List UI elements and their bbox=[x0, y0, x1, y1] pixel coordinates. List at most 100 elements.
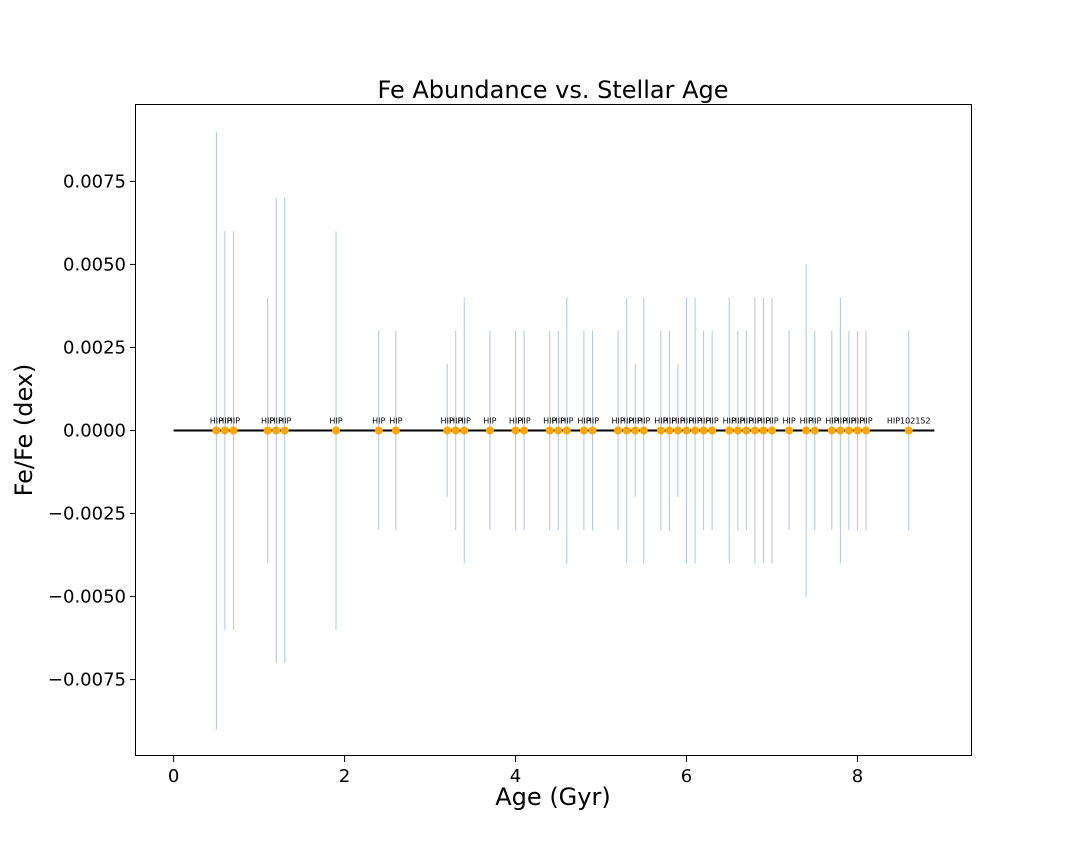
data-point-1 bbox=[220, 426, 229, 435]
data-point-6 bbox=[332, 426, 341, 435]
point-label-43: HIP bbox=[851, 417, 864, 426]
point-label-45: HIP102152 bbox=[887, 417, 931, 426]
y-tick-label-5: 0.0050 bbox=[63, 254, 126, 275]
data-point-39 bbox=[810, 426, 819, 435]
point-label-32: HIP bbox=[731, 417, 744, 426]
y-tick-label-2: −0.0025 bbox=[48, 504, 126, 525]
point-label-22: HIP bbox=[629, 417, 642, 426]
data-point-9 bbox=[443, 426, 452, 435]
data-point-38 bbox=[802, 426, 811, 435]
x-tick-label-1: 2 bbox=[339, 766, 350, 787]
point-label-0: HIP bbox=[210, 417, 223, 426]
data-point-18 bbox=[579, 426, 588, 435]
data-point-37 bbox=[785, 426, 794, 435]
data-point-12 bbox=[485, 426, 494, 435]
data-point-14 bbox=[520, 426, 529, 435]
point-label-8: HIP bbox=[389, 417, 402, 426]
point-label-17: HIP bbox=[560, 417, 573, 426]
data-point-26 bbox=[673, 426, 682, 435]
data-point-11 bbox=[460, 426, 469, 435]
point-label-34: HIP bbox=[748, 417, 761, 426]
data-point-16 bbox=[554, 426, 563, 435]
point-label-29: HIP bbox=[697, 417, 710, 426]
y-axis-label: Fe/Fe (dex) bbox=[10, 364, 38, 497]
data-point-3 bbox=[263, 426, 272, 435]
point-label-18: HIP bbox=[577, 417, 590, 426]
y-tick-label-0: −0.0075 bbox=[48, 670, 126, 691]
point-label-19: HIP bbox=[586, 417, 599, 426]
data-point-36 bbox=[767, 426, 776, 435]
data-point-33 bbox=[742, 426, 751, 435]
y-tick-label-1: −0.0050 bbox=[48, 587, 126, 608]
point-label-20: HIP bbox=[612, 417, 625, 426]
data-point-15 bbox=[545, 426, 554, 435]
point-label-14: HIP bbox=[517, 417, 530, 426]
point-label-13: HIP bbox=[509, 417, 522, 426]
data-point-21 bbox=[622, 426, 631, 435]
point-label-40: HIP bbox=[825, 417, 838, 426]
x-tick-label-4: 8 bbox=[852, 766, 863, 787]
point-label-31: HIP bbox=[723, 417, 736, 426]
point-label-42: HIP bbox=[842, 417, 855, 426]
data-point-8 bbox=[391, 426, 400, 435]
data-point-42 bbox=[844, 426, 853, 435]
plot-frame bbox=[135, 104, 972, 756]
data-point-7 bbox=[374, 426, 383, 435]
data-point-17 bbox=[562, 426, 571, 435]
point-label-5: HIP bbox=[278, 417, 291, 426]
point-label-12: HIP bbox=[483, 417, 496, 426]
point-label-10: HIP bbox=[449, 417, 462, 426]
data-point-23 bbox=[639, 426, 648, 435]
y-tick-label-4: 0.0025 bbox=[63, 337, 126, 358]
point-label-23: HIP bbox=[637, 417, 650, 426]
data-point-25 bbox=[665, 426, 674, 435]
y-tick-label-6: 0.0075 bbox=[63, 171, 126, 192]
point-label-4: HIP bbox=[270, 417, 283, 426]
point-label-41: HIP bbox=[834, 417, 847, 426]
x-tick-label-0: 0 bbox=[168, 766, 179, 787]
data-point-29 bbox=[699, 426, 708, 435]
point-label-24: HIP bbox=[654, 417, 667, 426]
point-label-37: HIP bbox=[782, 417, 795, 426]
point-label-38: HIP bbox=[800, 417, 813, 426]
point-label-15: HIP bbox=[543, 417, 556, 426]
data-point-2 bbox=[229, 426, 238, 435]
data-point-28 bbox=[691, 426, 700, 435]
point-label-25: HIP bbox=[663, 417, 676, 426]
data-point-22 bbox=[631, 426, 640, 435]
data-point-43 bbox=[853, 426, 862, 435]
point-label-11: HIP bbox=[458, 417, 471, 426]
point-label-6: HIP bbox=[329, 417, 342, 426]
point-label-3: HIP bbox=[261, 417, 274, 426]
data-point-27 bbox=[682, 426, 691, 435]
point-label-44: HIP bbox=[859, 417, 872, 426]
data-point-30 bbox=[708, 426, 717, 435]
data-point-34 bbox=[750, 426, 759, 435]
point-label-2: HIP bbox=[227, 417, 240, 426]
point-label-33: HIP bbox=[740, 417, 753, 426]
data-point-13 bbox=[511, 426, 520, 435]
axes: 0 2 4 6 8 −0.0075 −0.0050 −0.0025 0.0000 0.0025 0.… bbox=[48, 171, 863, 787]
data-point-44 bbox=[862, 426, 871, 435]
point-label-27: HIP bbox=[680, 417, 693, 426]
point-label-9: HIP bbox=[441, 417, 454, 426]
data-point-40 bbox=[827, 426, 836, 435]
data-point-31 bbox=[725, 426, 734, 435]
data-point-10 bbox=[451, 426, 460, 435]
x-tick-label-2: 4 bbox=[510, 766, 521, 787]
point-label-30: HIP bbox=[706, 417, 719, 426]
point-label-39: HIP bbox=[808, 417, 821, 426]
point-label-35: HIP bbox=[757, 417, 770, 426]
data-point-20 bbox=[614, 426, 623, 435]
x-tick-label-3: 6 bbox=[681, 766, 692, 787]
point-label-28: HIP bbox=[688, 417, 701, 426]
point-label-36: HIP bbox=[765, 417, 778, 426]
data-point-5 bbox=[280, 426, 289, 435]
point-label-7: HIP bbox=[372, 417, 385, 426]
point-label-16: HIP bbox=[552, 417, 565, 426]
point-label-21: HIP bbox=[620, 417, 633, 426]
data-point-35 bbox=[759, 426, 768, 435]
data-point-0 bbox=[212, 426, 221, 435]
